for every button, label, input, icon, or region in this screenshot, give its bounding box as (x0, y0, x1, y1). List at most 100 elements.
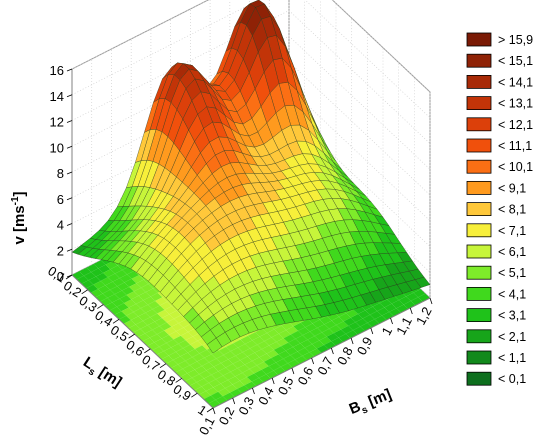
floor-cell (287, 359, 300, 368)
floor-cell (251, 377, 264, 386)
floor-cell (185, 357, 198, 366)
floor-cell (394, 292, 407, 301)
floor-cell (88, 276, 101, 285)
floor-cell (116, 303, 129, 312)
floor-cell (164, 306, 177, 315)
floor-cell (152, 305, 165, 314)
floor-cell (211, 350, 224, 359)
legend-label-3: < 13,1 (498, 97, 533, 111)
floor-cell (180, 332, 193, 341)
bs-tick-mark-4 (291, 367, 295, 375)
floor-cell (159, 322, 172, 331)
floor-cell (254, 349, 267, 358)
floor-cell (247, 332, 260, 341)
floor-cell (240, 335, 253, 344)
floor-cell (353, 326, 365, 335)
legend-swatch-2 (466, 75, 492, 89)
floor-cell (331, 316, 344, 325)
floor-cell (173, 356, 186, 365)
floor-cell (201, 362, 214, 371)
floor-cell (117, 282, 130, 291)
floor-cell (112, 278, 125, 287)
floor-cell (157, 309, 170, 318)
floor-cell (232, 380, 245, 389)
legend-swatch-16 (466, 371, 492, 386)
floor-cell (239, 377, 252, 386)
floor-cell (384, 303, 397, 312)
floor-cell (266, 329, 279, 338)
floor-cell (206, 387, 219, 396)
floor-cell (95, 272, 108, 281)
legend-swatch-5 (466, 138, 492, 153)
z-tick-mark-7 (66, 94, 73, 98)
floor-cell (259, 353, 272, 362)
floor-cell (309, 327, 322, 336)
floor-cell (161, 334, 174, 343)
floor-cell (331, 337, 344, 346)
floor-cell (194, 366, 207, 375)
legend-label-10: < 6,1 (498, 245, 526, 259)
floor-cell (276, 338, 289, 347)
ls-tick-mark-3 (112, 319, 120, 324)
floor-cell (107, 294, 120, 303)
floor-cell (131, 275, 144, 284)
floor-cell (121, 286, 134, 295)
bs-tick-mark-2 (252, 387, 255, 395)
floor-cell (391, 300, 404, 309)
floor-cell (210, 391, 223, 400)
legend-label-8: < 8,1 (498, 203, 526, 217)
ls-tick-mark-8 (191, 392, 198, 398)
floor-cell (79, 267, 92, 276)
legend-swatch-7 (466, 180, 492, 195)
floor-cell (223, 351, 236, 360)
z-gridline-right-2 (288, 113, 431, 247)
floor-cell (124, 278, 137, 287)
floor-cell (154, 338, 167, 347)
bs-tick-label-6: 0,7 (314, 354, 336, 377)
floor-cell (410, 297, 423, 306)
floor-cell (218, 346, 231, 355)
legend-swatch-9 (466, 223, 492, 238)
floor-cell (302, 352, 315, 361)
floor-cell (304, 344, 317, 353)
legend-label-15: < 1,1 (498, 351, 526, 365)
bs-tick-label-4: 0,5 (275, 374, 297, 397)
bs-tick-label-10: 1,1 (393, 314, 415, 337)
floor-cell (155, 297, 168, 306)
floor-cell (121, 307, 134, 316)
z-axis-title-sup: -1 (10, 196, 21, 205)
z-tick-label-8: 16 (50, 63, 64, 78)
floor-cell (362, 314, 375, 323)
floor-cell (124, 299, 136, 308)
z-tick-mark-8 (66, 68, 73, 72)
floor-cell (283, 355, 296, 364)
floor-cell (201, 382, 214, 391)
z-tick-mark-2 (66, 223, 73, 226)
bs-tick-mark-10 (409, 307, 413, 315)
bs-tick-mark-11 (429, 297, 433, 305)
legend-label-13: < 3,1 (498, 309, 526, 323)
legend-swatch-6 (466, 159, 492, 174)
floor-cell (345, 330, 358, 339)
floor-cell (370, 311, 382, 320)
z-tick-label-0: 0 (57, 269, 64, 284)
z-tick-label-5: 10 (50, 140, 64, 155)
floor-cell (247, 373, 259, 382)
floor-cell (292, 343, 305, 352)
floor-cell (176, 327, 189, 336)
floor-cell (168, 331, 181, 340)
floor-cell (387, 295, 399, 304)
floor-cell (377, 307, 390, 316)
floor-cell (171, 323, 184, 332)
floor-cell (273, 346, 286, 355)
floor-cell (131, 295, 144, 304)
floor-cell (266, 370, 279, 379)
floor-cell (271, 354, 284, 363)
floor-cell (105, 261, 118, 270)
bs-tick-mark-0 (212, 407, 216, 415)
floor-cell (242, 348, 255, 357)
floor-cell (192, 374, 204, 383)
legend-swatch-15 (466, 350, 492, 365)
floor-cell (336, 321, 349, 330)
floor-cell (206, 366, 219, 375)
